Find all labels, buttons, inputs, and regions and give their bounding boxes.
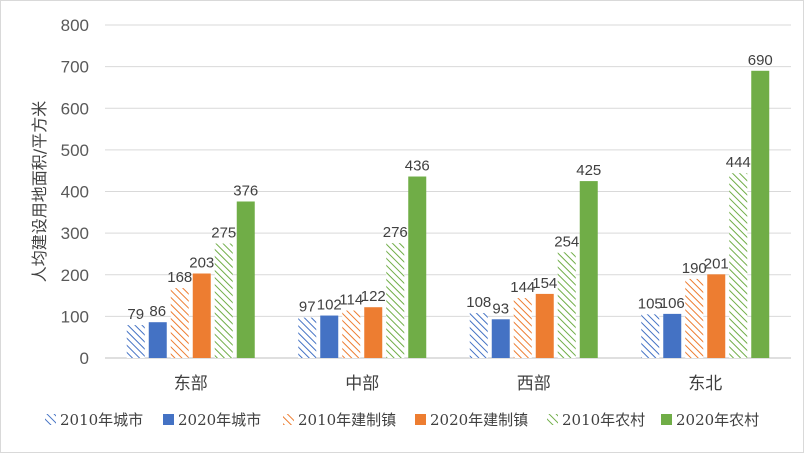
bar-东部-2020年城市 — [148, 322, 167, 358]
bar-中部-2020年城市 — [320, 315, 339, 358]
y-tick-label: 100 — [61, 307, 89, 326]
data-label: 190 — [682, 260, 707, 277]
data-label: 201 — [704, 255, 729, 272]
data-label: 86 — [149, 303, 166, 320]
y-axis-title: 人均建设用地面积/平方米 — [30, 101, 49, 282]
legend-item-2020年城市: 2020年城市 — [163, 411, 261, 429]
data-label: 144 — [510, 279, 535, 296]
bar-东部-2010年农村 — [214, 243, 233, 358]
legend-swatch — [163, 414, 174, 425]
data-label: 203 — [189, 255, 214, 272]
bar-西部-2010年农村 — [557, 252, 576, 358]
data-label: 154 — [532, 275, 557, 292]
bar-中部-2010年农村 — [386, 243, 405, 358]
bar-西部-2020年农村 — [579, 181, 598, 358]
legend-item-2010年农村: 2010年农村 — [547, 411, 645, 429]
bar-东北-2020年农村 — [751, 70, 770, 358]
data-label: 168 — [167, 269, 192, 286]
bar-东部-2010年城市 — [126, 325, 145, 358]
y-tick-label: 400 — [61, 183, 89, 202]
legend-swatch — [661, 414, 672, 425]
legend-swatch — [283, 414, 294, 425]
bar-东部-2020年农村 — [236, 201, 255, 358]
bar-东部-2020年建制镇 — [192, 273, 211, 358]
data-label: 105 — [638, 295, 663, 312]
y-tick-label: 0 — [80, 349, 89, 368]
data-label: 79 — [127, 306, 144, 323]
y-tick-label: 800 — [61, 16, 89, 35]
data-label: 122 — [361, 288, 386, 305]
bar-中部-2010年建制镇 — [342, 310, 361, 358]
bar-东北-2010年建制镇 — [685, 278, 704, 358]
legend-swatch — [415, 414, 426, 425]
data-label: 108 — [466, 294, 491, 311]
x-tick-label: 东部 — [174, 374, 208, 394]
x-tick-label: 西部 — [517, 374, 551, 394]
y-tick-label: 200 — [61, 266, 89, 285]
legend-label: 2020年农村 — [676, 411, 759, 429]
data-label: 106 — [660, 295, 685, 312]
y-tick-label: 500 — [61, 141, 89, 160]
data-label: 97 — [299, 299, 316, 316]
y-tick-label: 300 — [61, 224, 89, 243]
legend-label: 2010年城市 — [60, 411, 143, 429]
bar-西部-2020年建制镇 — [535, 293, 554, 358]
bar-东北-2010年城市 — [641, 314, 660, 358]
y-tick-label: 700 — [61, 58, 89, 77]
data-label: 376 — [233, 182, 258, 199]
bar-东北-2020年建制镇 — [707, 274, 726, 358]
bar-西部-2010年建制镇 — [513, 298, 532, 358]
data-label: 690 — [748, 52, 773, 69]
legend-swatch — [547, 414, 558, 425]
bar-西部-2010年城市 — [469, 313, 488, 358]
legend-item-2020年建制镇: 2020年建制镇 — [415, 411, 528, 429]
legend-item-2010年建制镇: 2010年建制镇 — [283, 411, 396, 429]
legend-label: 2010年建制镇 — [298, 411, 396, 429]
legend: 2010年城市 2020年城市 2010年建制镇 2020年建制镇 2010年农村 202… — [45, 411, 759, 429]
data-label: 102 — [317, 297, 342, 314]
data-label: 254 — [554, 233, 579, 250]
data-label: 425 — [576, 162, 601, 179]
y-axis: 0 100 200 300 400 500 600 700 800 — [61, 16, 89, 368]
data-label: 93 — [492, 300, 509, 317]
legend-label: 2010年农村 — [562, 411, 645, 429]
bar-中部-2010年城市 — [298, 317, 317, 358]
data-label: 114 — [339, 292, 363, 309]
x-axis: 东部 中部 西部 东北 — [174, 374, 723, 394]
data-label: 276 — [383, 224, 408, 241]
bars — [126, 70, 770, 358]
bar-中部-2020年农村 — [408, 176, 427, 358]
bar-东部-2010年建制镇 — [170, 288, 189, 358]
legend-item-2020年农村: 2020年农村 — [661, 411, 759, 429]
x-tick-label: 中部 — [345, 374, 379, 394]
legend-label: 2020年城市 — [178, 411, 261, 429]
legend-item-2010年城市: 2010年城市 — [45, 411, 143, 429]
bar-东北-2020年城市 — [663, 313, 682, 358]
bar-中部-2020年建制镇 — [364, 307, 383, 358]
y-tick-label: 600 — [61, 99, 89, 118]
data-label: 444 — [726, 154, 751, 171]
legend-swatch — [45, 414, 56, 425]
x-tick-label: 东北 — [688, 374, 722, 394]
data-label: 275 — [211, 225, 236, 242]
bar-西部-2020年城市 — [491, 319, 510, 358]
legend-label: 2020年建制镇 — [430, 411, 528, 429]
bar-东北-2010年农村 — [729, 173, 748, 358]
data-label: 436 — [405, 158, 430, 175]
